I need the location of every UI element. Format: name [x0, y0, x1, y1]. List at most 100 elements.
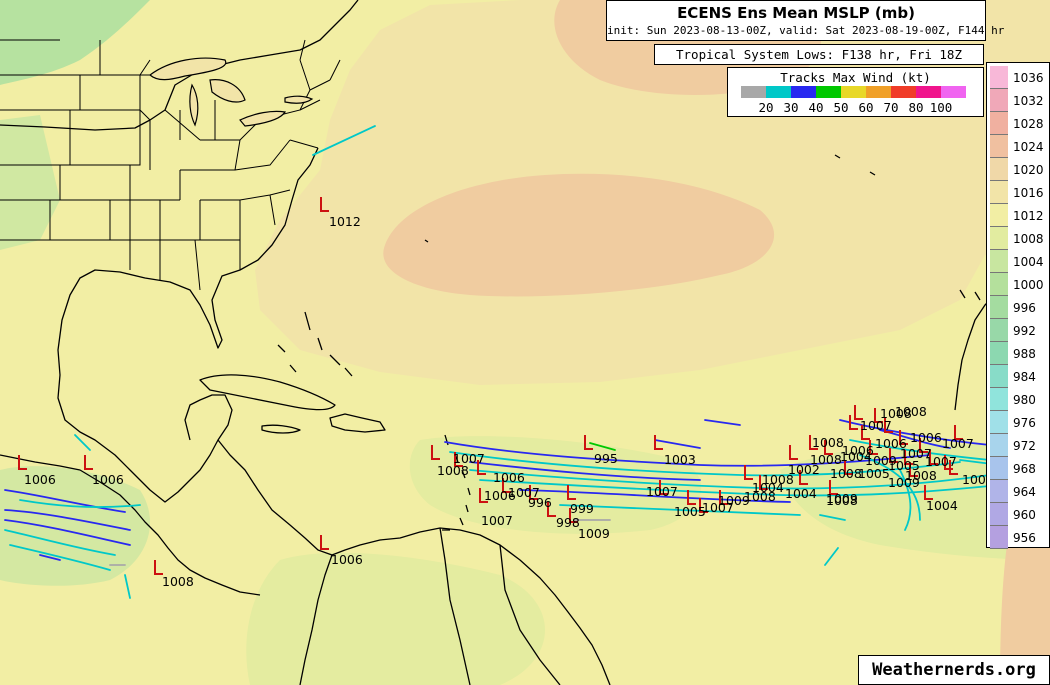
pressure-label: 1012 [1013, 208, 1044, 223]
pressure-color-cell [990, 227, 1008, 250]
pressure-label: 968 [1013, 461, 1036, 476]
track-main-g [469, 461, 701, 481]
low-label: 1008 [162, 574, 194, 589]
track-central-a [654, 439, 701, 449]
low-label: 1005 [674, 504, 706, 519]
low-label: 1006 [331, 552, 363, 567]
track-pacific-i [124, 574, 131, 599]
pressure-color-cell [990, 503, 1008, 526]
pressure-label: 956 [1013, 530, 1036, 545]
mslp-low-west [0, 115, 60, 250]
tracks-legend-labels: 20 30 40 50 60 70 80 100 [728, 100, 985, 115]
low-label: 1008 [744, 489, 776, 504]
track-pacific-f [19, 499, 141, 508]
pressure-color-cell [990, 526, 1008, 549]
low-label: 1007 [925, 454, 957, 469]
track-north [312, 125, 376, 156]
mslp-low-northwest [0, 0, 150, 85]
low-label: 1009 [718, 493, 750, 508]
low-label: 1009 [826, 491, 858, 506]
low-label: 1006 [24, 472, 56, 487]
wind-label: 60 [858, 100, 874, 115]
wind-label: 70 [883, 100, 899, 115]
low-label: 1007 [702, 500, 734, 515]
pressure-color-cell [990, 296, 1008, 319]
pressure-color-cell [990, 388, 1008, 411]
pressure-color-cell [990, 250, 1008, 273]
pressure-color-cell [990, 319, 1008, 342]
pressure-label: 1000 [1013, 277, 1044, 292]
low-label: 995 [594, 451, 618, 466]
low-label: 1008 [880, 406, 912, 421]
low-label: 1006 [92, 472, 124, 487]
low-label: 1008 [826, 493, 858, 508]
pressure-color-scale: 1036 1032 1028 1024 1020 1016 1012 1008 1004 1000… [986, 62, 1050, 549]
low-label: 1006 [484, 488, 516, 503]
wind-swatch [916, 86, 941, 98]
low-label: 1004 [840, 449, 872, 464]
wind-swatch [766, 86, 791, 98]
low-label: 1006 [910, 430, 942, 445]
low-label: 1006 [493, 470, 525, 485]
pressure-color-cell [990, 457, 1008, 480]
low-label: 1008 [895, 404, 927, 419]
wind-swatch [741, 86, 766, 98]
pressure-color-cell [990, 135, 1008, 158]
pressure-color-cell [990, 273, 1008, 296]
low-label: 1003 [664, 452, 696, 467]
low-label: 1005 [888, 458, 920, 473]
track-main-e [519, 489, 791, 503]
pressure-label: 1028 [1013, 116, 1044, 131]
track-pacific-a [4, 489, 126, 513]
track-pacific-b [4, 509, 131, 531]
low-label: 1008 [812, 435, 844, 450]
tracks-legend-swatches [741, 86, 966, 98]
track-east-a [839, 419, 991, 446]
pressure-label: 964 [1013, 484, 1036, 499]
pressure-color-cell [990, 158, 1008, 181]
low-label: 1004 [926, 498, 958, 513]
low-label: 1009 [578, 526, 610, 541]
track-east-d [899, 469, 912, 531]
great-lakes [149, 57, 314, 127]
pressure-label: 988 [1013, 346, 1036, 361]
map-subtitle: init: Sun 2023-08-13-00Z, valid: Sat 202… [607, 24, 1005, 37]
wind-label: 20 [758, 100, 774, 115]
pressure-color-cell [990, 480, 1008, 503]
low-label: 100 [962, 472, 986, 487]
low-label: 1008 [762, 472, 794, 487]
track-main-d [479, 479, 1001, 497]
track-main-b [449, 451, 961, 477]
pressure-label: 1020 [1013, 162, 1044, 177]
title-panel: ECENS Ens Mean MSLP (mb) init: Sun 2023-… [606, 0, 1005, 41]
low-label: 1007 [508, 485, 540, 500]
credit-logo: Weathernerds.org [858, 655, 1050, 685]
pressure-label: 996 [1013, 300, 1036, 315]
track-pacific-g [39, 554, 61, 561]
pressure-label: 1024 [1013, 139, 1044, 154]
low-label: 1008 [810, 452, 842, 467]
pressure-color-cell [990, 342, 1008, 365]
low-label: 1007 [481, 513, 513, 528]
low-label: 996 [528, 495, 552, 510]
pressure-color-cell [990, 411, 1008, 434]
pressure-label: 960 [1013, 507, 1036, 522]
track-east-f [824, 547, 839, 566]
low-label: 1012 [329, 214, 361, 229]
low-label: 999 [570, 501, 594, 516]
tracks-legend: Tracks Max Wind (kt) 20 30 40 50 60 70 80 100 [727, 67, 984, 117]
map-title: ECENS Ens Mean MSLP (mb) [677, 4, 915, 22]
pressure-color-cell [990, 89, 1008, 112]
low-label: 1007 [453, 451, 485, 466]
low-label: 1006 [842, 443, 874, 458]
low-label: 1007 [900, 446, 932, 461]
low-value-labels: 1012 1006 1006 1006 1008 1007 1008 1006 … [24, 214, 986, 589]
track-east-b [849, 439, 991, 461]
low-label: 1008 [437, 463, 469, 478]
wind-label: 30 [783, 100, 799, 115]
low-label: 1007 [942, 436, 974, 451]
low-label: 1007 [860, 418, 892, 433]
wind-swatch [841, 86, 866, 98]
low-label: 1004 [785, 486, 817, 501]
